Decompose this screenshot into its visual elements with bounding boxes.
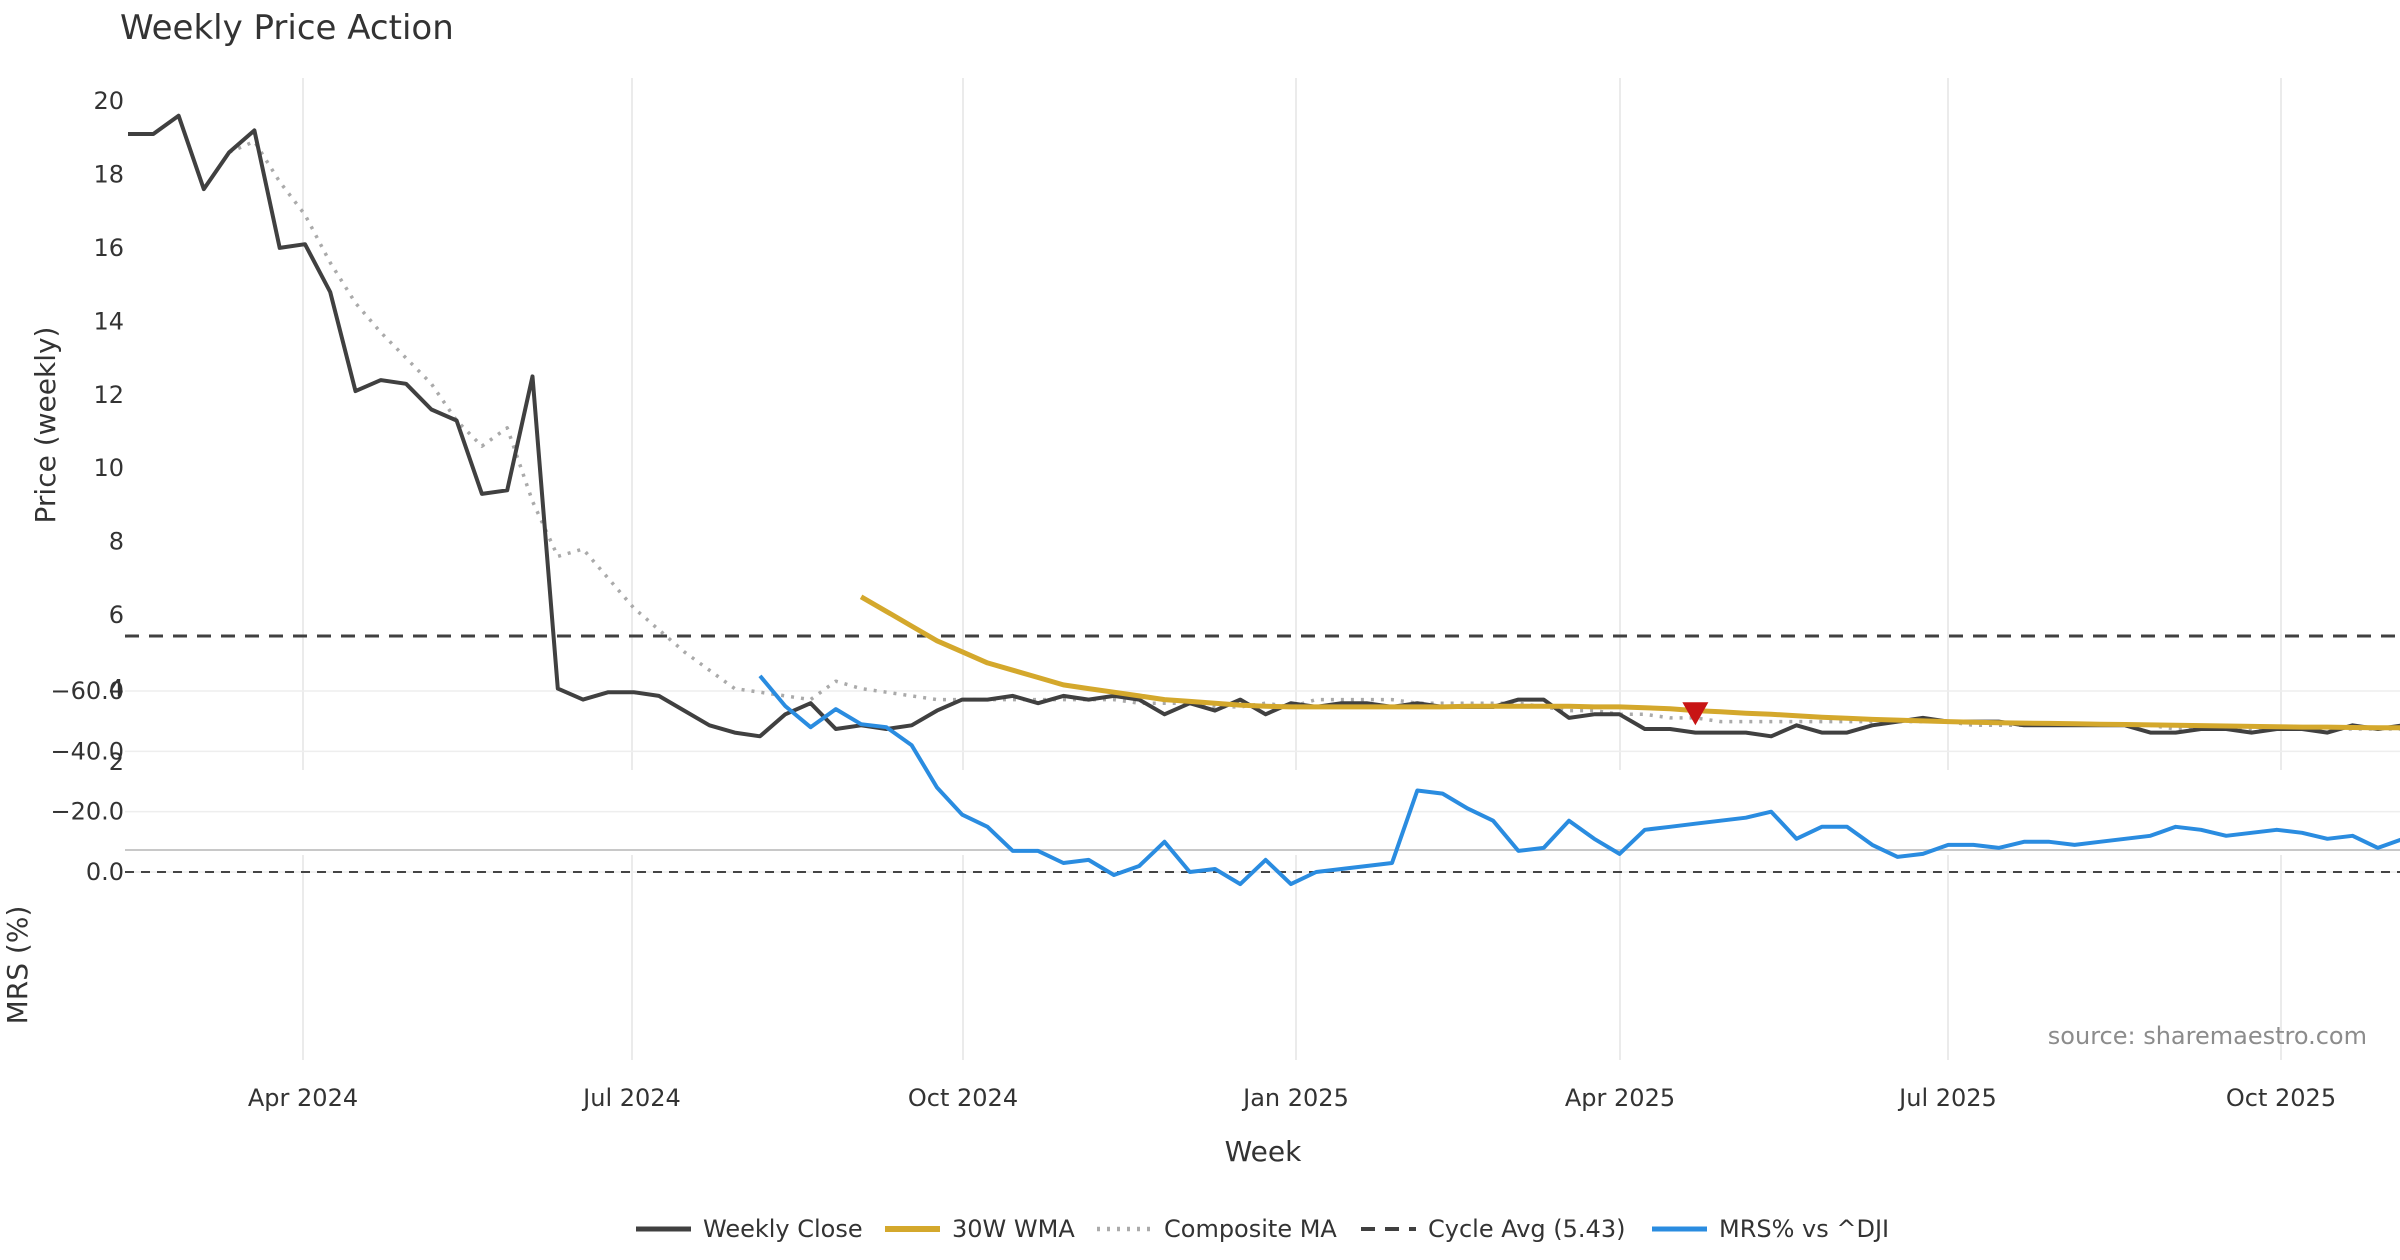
mrs-y-tick-label: −20.0 [50,798,124,826]
legend-label: 30W WMA [952,1215,1075,1243]
legend-label: MRS% vs ^DJI [1719,1215,1889,1243]
mrs-y-ticks: 0.0 −20.0 −40.0 −60.0 [50,677,2400,886]
series-layer [125,113,2400,887]
price-y-tick-label: 16 [93,234,124,262]
price-y-tick-label: 4 [109,675,124,703]
x-tick-label: Jan 2025 [1241,1084,1349,1112]
sell-signal-marker [1682,702,1709,726]
price-y-axis-label: Price (weekly) [29,327,62,524]
mrs-y-tick-label: −40.0 [50,737,124,765]
price-y-tick-label: 18 [93,160,124,188]
price-y-tick-label: 20 [93,87,124,115]
mrs-y-tick-label: −60.0 [50,677,124,705]
legend-label: Composite MA [1164,1215,1337,1243]
x-axis-label: Week [1225,1135,1302,1168]
vertical-gridlines [302,78,2282,1060]
x-tick-label: Oct 2024 [908,1084,1018,1112]
chart-title: Weekly Price Action [120,8,454,48]
weekly-close-line [128,113,2400,739]
mrs-line [758,674,2400,887]
mrs-y-axis-label: MRS (%) [1,906,34,1025]
price-y-tick-label: 6 [109,601,124,629]
x-tick-label: Jul 2025 [1897,1084,1997,1112]
price-y-tick-label: 12 [93,381,124,409]
x-tick-label: Oct 2025 [2226,1084,2336,1112]
legend-label: Weekly Close [703,1215,863,1243]
price-y-tick-label: 8 [109,528,124,556]
x-tick-label: Apr 2025 [1565,1084,1675,1112]
x-ticks: Apr 2024 Jul 2024 Oct 2024 Jan 2025 Apr 2025… [248,1084,2336,1112]
price-y-tick-label: 10 [93,454,124,482]
price-y-tick-label: 2 [109,748,124,776]
price-y-tick-label: 14 [93,307,124,335]
mrs-y-tick-label: 0.0 [86,858,124,886]
legend-label: Cycle Avg (5.43) [1428,1215,1625,1243]
legend: Weekly Close 30W WMA Composite MA Cycle Avg… [636,1215,1889,1243]
price-y-ticks: 2 4 6 8 10 12 14 16 18 20 [93,87,124,776]
x-tick-label: Jul 2024 [581,1084,681,1112]
x-tick-label: Apr 2024 [248,1084,358,1112]
source-note: source: sharemaestro.com [2048,1022,2367,1050]
wma-30w-line [859,594,2400,731]
